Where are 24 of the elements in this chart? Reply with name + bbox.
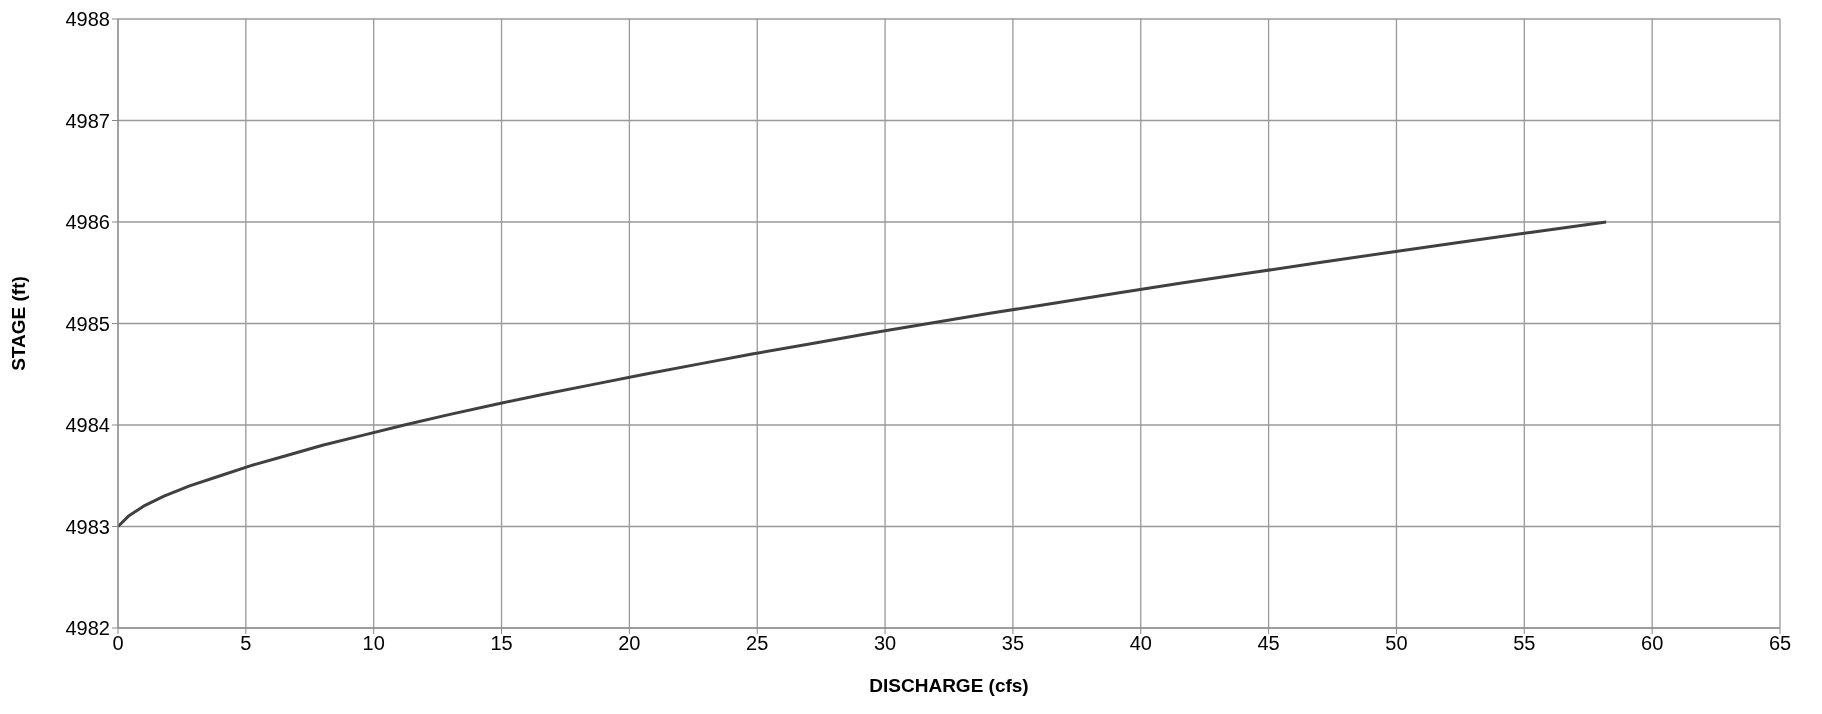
x-tick-label: 35 <box>1001 632 1025 655</box>
x-tick-label: 45 <box>1257 632 1280 655</box>
y-tick-label: 4987 <box>65 109 110 132</box>
x-tick-label: 15 <box>490 632 513 655</box>
x-tick-label: 25 <box>746 632 769 655</box>
y-tick-label: 4986 <box>65 211 110 234</box>
x-tick-label: 60 <box>1641 632 1664 655</box>
x-tick-label: 5 <box>240 632 252 655</box>
x-axis-title: DISCHARGE (cfs) <box>869 675 1029 696</box>
x-tick-label: 20 <box>618 632 641 655</box>
x-tick-label: 50 <box>1385 632 1408 655</box>
y-axis-title: STAGE (ft) <box>7 276 29 371</box>
x-tick-label: 30 <box>873 632 897 655</box>
y-tick-label: 4985 <box>65 312 110 335</box>
x-tick-label: 10 <box>362 632 385 655</box>
y-tick-label: 4982 <box>65 617 110 640</box>
x-tick-label: 65 <box>1768 632 1792 655</box>
y-tick-label: 4984 <box>65 414 110 437</box>
x-tick-label: 40 <box>1129 632 1152 655</box>
x-tick-label: 55 <box>1513 632 1536 655</box>
y-tick-label: 4983 <box>65 515 110 538</box>
y-tick-label: 4988 <box>65 8 110 31</box>
line-series <box>118 220 1608 528</box>
x-tick-label: 0 <box>112 632 124 655</box>
